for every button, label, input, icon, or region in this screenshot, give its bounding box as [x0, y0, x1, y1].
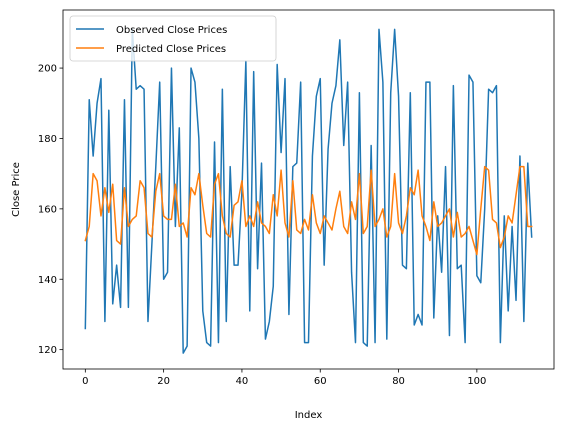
legend-box	[69, 15, 277, 62]
legend-entry: Observed Close Prices	[116, 25, 227, 36]
y-tick-label: 200	[38, 64, 57, 75]
plot-frame	[62, 9, 555, 370]
x-tick-label: 20	[157, 376, 170, 387]
x-axis: 0 20 40 60 80 100	[82, 369, 486, 387]
x-tick-label: 0	[82, 376, 88, 387]
x-tick-label: 60	[314, 376, 327, 387]
x-tick-label: 100	[467, 376, 486, 387]
x-axis-label: Index	[295, 410, 323, 421]
series-layer	[84, 28, 533, 354]
y-tick-label: 180	[38, 134, 57, 145]
x-tick-label: 40	[236, 376, 249, 387]
x-tick-label: 80	[392, 376, 405, 387]
legend: Observed Close Prices Predicted Close Pri…	[69, 15, 277, 62]
legend-entry: Predicted Close Prices	[116, 44, 226, 55]
y-tick-label: 140	[38, 275, 57, 286]
y-axis-label: Close Price	[11, 162, 22, 217]
y-tick-label: 160	[38, 204, 57, 215]
series-line-observed	[84, 28, 533, 354]
series-line-predicted	[84, 165, 533, 256]
y-tick-label: 120	[38, 345, 57, 356]
y-axis: 120 140 160 180 200	[38, 64, 63, 356]
